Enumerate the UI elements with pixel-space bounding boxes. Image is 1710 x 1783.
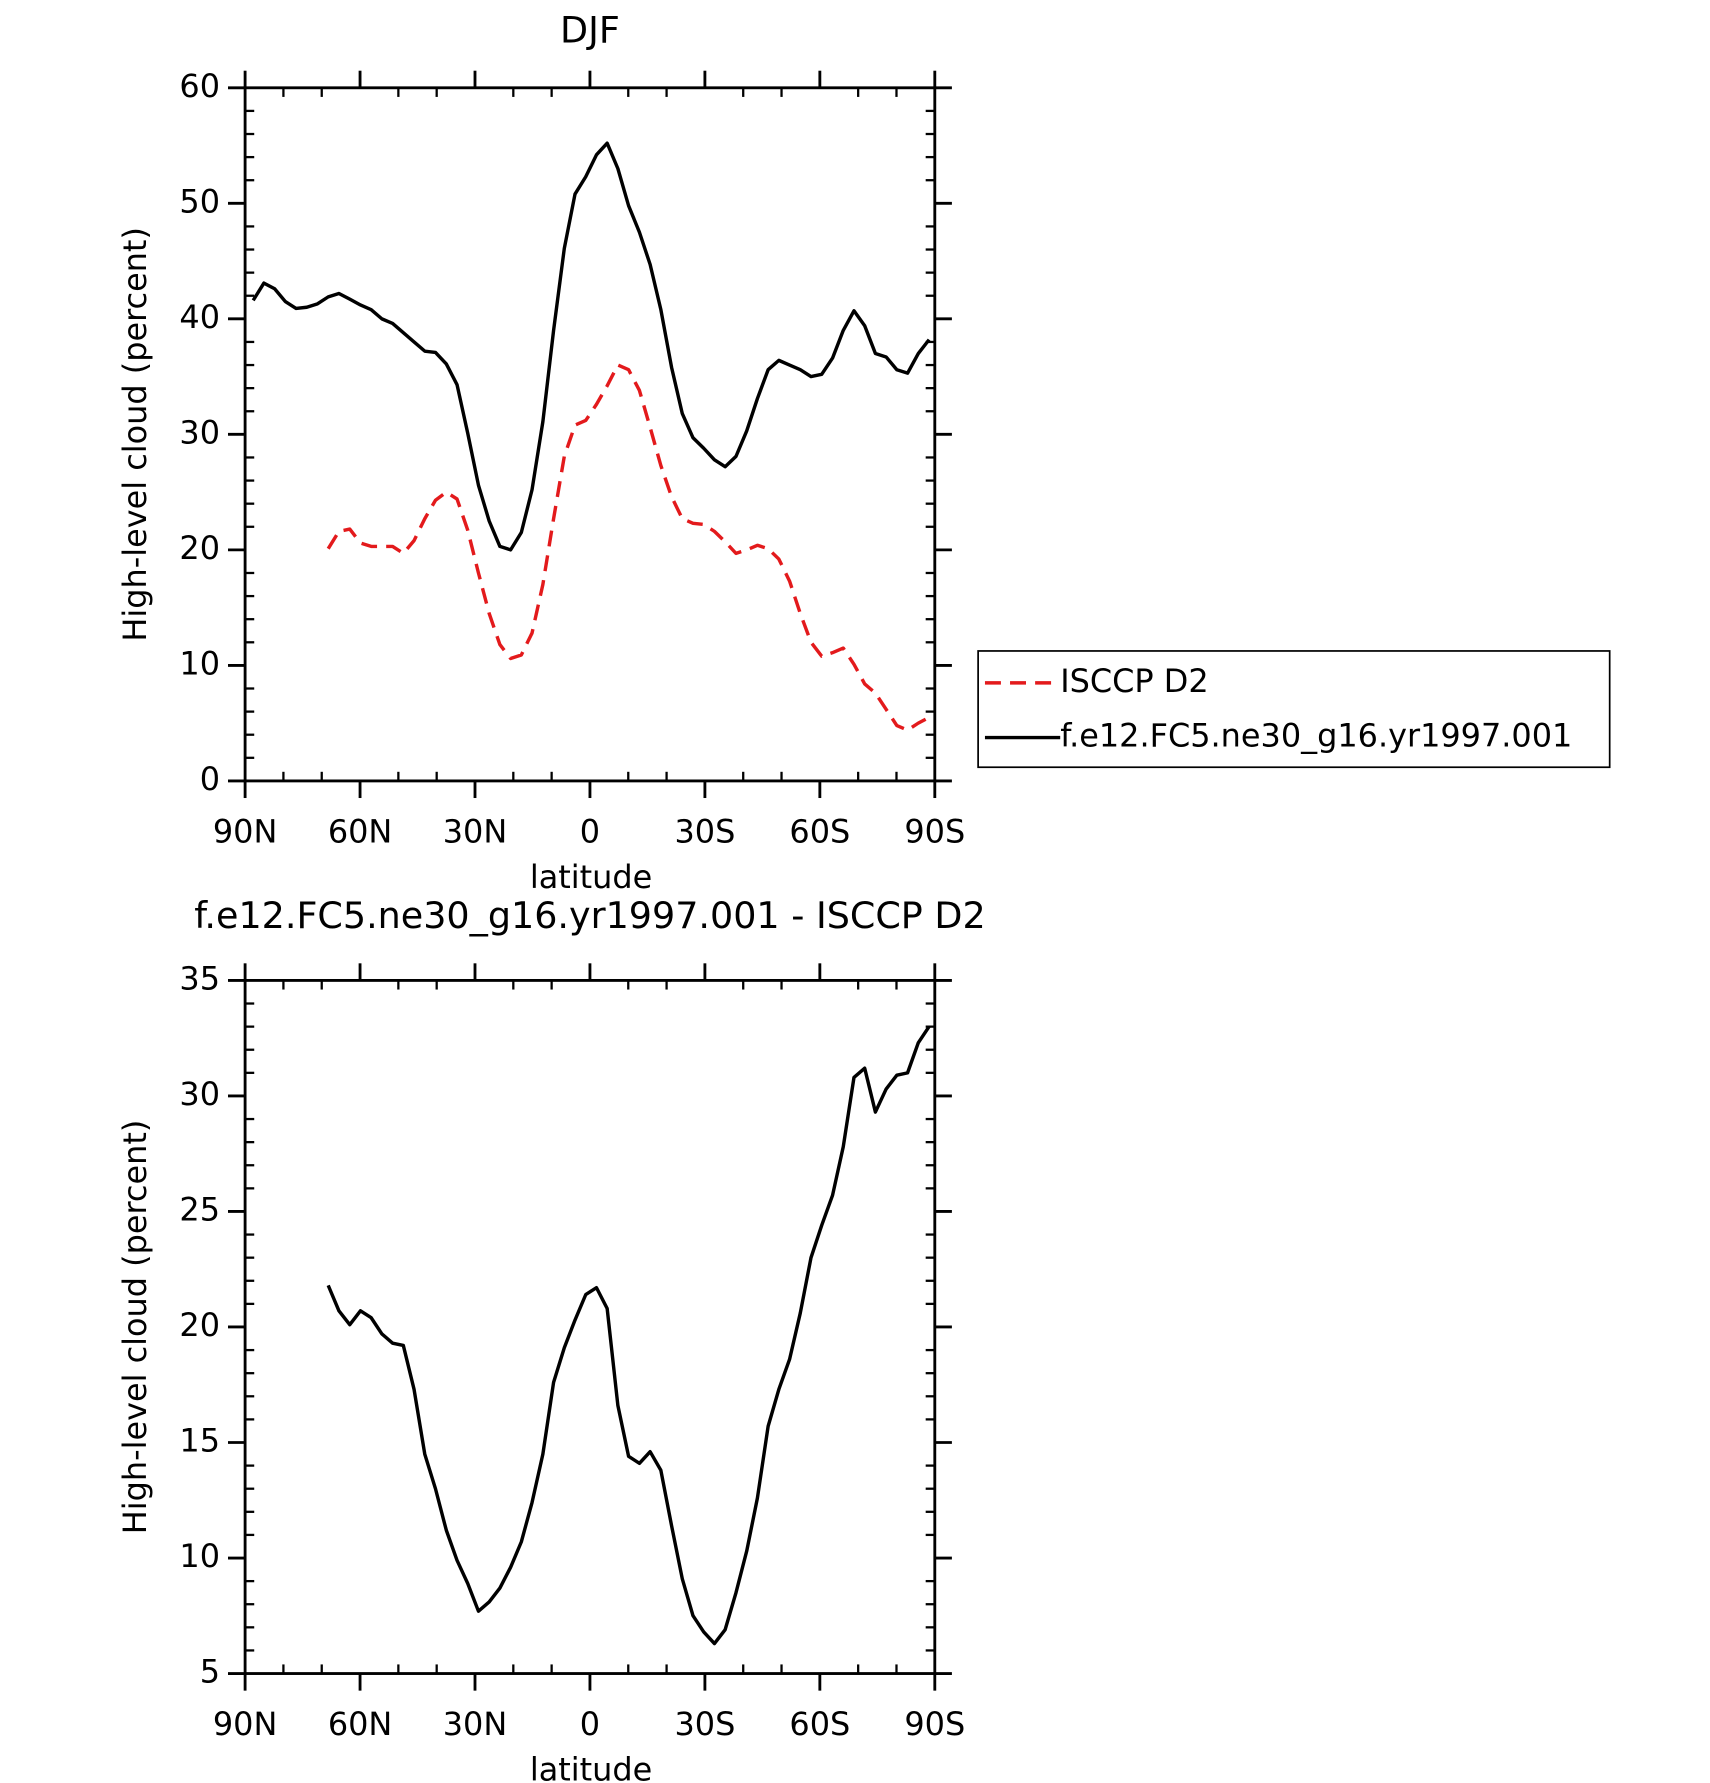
data-line — [326, 363, 930, 732]
x-tick-label: 90S — [904, 812, 965, 850]
y-tick-label: 35 — [179, 959, 220, 997]
x-tick-label: 30N — [443, 1705, 507, 1743]
y-tick-label: 15 — [179, 1422, 220, 1460]
y-axis-label: High-level cloud (percent) — [116, 227, 154, 642]
chart-title: DJF — [560, 8, 620, 51]
y-tick-label: 0 — [200, 760, 220, 798]
x-tick-label: 30S — [674, 812, 735, 850]
y-tick-label: 60 — [179, 67, 220, 105]
x-tick-label: 90N — [213, 1705, 277, 1743]
x-tick-label: 0 — [580, 1705, 600, 1743]
y-axis-label: High-level cloud (percent) — [116, 1120, 154, 1535]
x-tick-label: 60S — [789, 1705, 850, 1743]
data-line — [326, 1025, 931, 1646]
y-tick-label: 20 — [179, 1306, 220, 1344]
x-tick-label: 60S — [789, 812, 850, 850]
legend-label: f.e12.FC5.ne30_g16.yr1997.001 — [1060, 717, 1572, 755]
y-tick-label: 30 — [179, 413, 220, 451]
x-tick-label: 90N — [213, 812, 277, 850]
y-tick-label: 10 — [179, 644, 220, 682]
x-axis-label: latitude — [530, 858, 652, 896]
y-tick-label: 5 — [200, 1653, 220, 1691]
y-tick-label: 50 — [179, 182, 220, 220]
x-axis-label: latitude — [530, 1751, 652, 1783]
y-tick-label: 40 — [179, 298, 220, 336]
legend-box — [977, 650, 1611, 769]
legend-label: ISCCP D2 — [1060, 662, 1208, 700]
y-tick-label: 10 — [179, 1537, 220, 1575]
y-tick-label: 30 — [179, 1075, 220, 1113]
plot-frame — [243, 86, 937, 783]
x-tick-label: 90S — [904, 1705, 965, 1743]
x-tick-label: 0 — [580, 812, 600, 850]
x-tick-label: 60N — [328, 1705, 392, 1743]
x-tick-label: 30N — [443, 812, 507, 850]
data-line — [251, 141, 931, 552]
x-tick-label: 30S — [674, 1705, 735, 1743]
chart-title: f.e12.FC5.ne30_g16.yr1997.001 - ISCCP D2 — [194, 894, 985, 937]
x-tick-label: 60N — [328, 812, 392, 850]
plot-frame — [243, 978, 937, 1675]
y-tick-label: 20 — [179, 529, 220, 567]
y-tick-label: 25 — [179, 1190, 220, 1228]
